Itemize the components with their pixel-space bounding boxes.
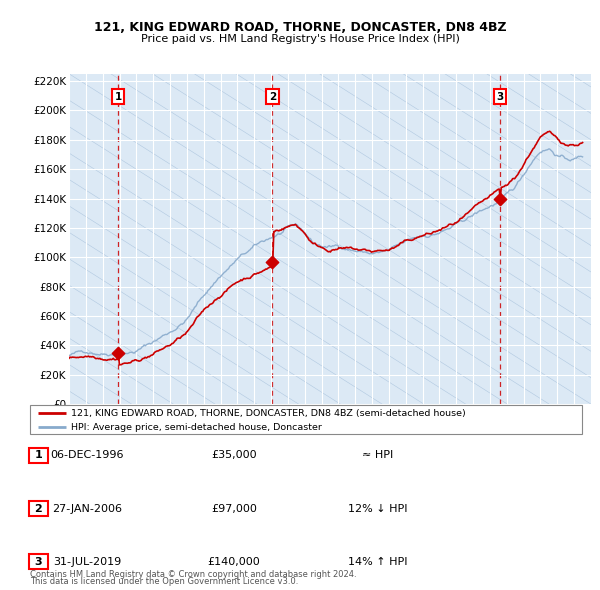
FancyBboxPatch shape xyxy=(30,405,582,434)
Text: 12% ↓ HPI: 12% ↓ HPI xyxy=(348,504,408,513)
Text: £97,000: £97,000 xyxy=(211,504,257,513)
Text: Price paid vs. HM Land Registry's House Price Index (HPI): Price paid vs. HM Land Registry's House … xyxy=(140,34,460,44)
Point xyxy=(268,257,277,267)
Text: 31-JUL-2019: 31-JUL-2019 xyxy=(53,557,121,566)
Text: 2: 2 xyxy=(269,92,276,102)
Text: ≈ HPI: ≈ HPI xyxy=(362,451,394,460)
Text: 1: 1 xyxy=(115,92,122,102)
Text: 2: 2 xyxy=(35,504,42,513)
Text: This data is licensed under the Open Government Licence v3.0.: This data is licensed under the Open Gov… xyxy=(30,578,298,586)
Point xyxy=(113,348,123,358)
Text: 06-DEC-1996: 06-DEC-1996 xyxy=(50,451,124,460)
Text: 121, KING EDWARD ROAD, THORNE, DONCASTER, DN8 4BZ (semi-detached house): 121, KING EDWARD ROAD, THORNE, DONCASTER… xyxy=(71,409,466,418)
Text: 121, KING EDWARD ROAD, THORNE, DONCASTER, DN8 4BZ: 121, KING EDWARD ROAD, THORNE, DONCASTER… xyxy=(94,21,506,34)
Text: 1: 1 xyxy=(35,451,42,460)
Text: 3: 3 xyxy=(496,92,503,102)
Text: HPI: Average price, semi-detached house, Doncaster: HPI: Average price, semi-detached house,… xyxy=(71,423,322,432)
Text: £35,000: £35,000 xyxy=(211,451,257,460)
Text: 14% ↑ HPI: 14% ↑ HPI xyxy=(348,557,408,566)
Point xyxy=(495,194,505,204)
Text: 27-JAN-2006: 27-JAN-2006 xyxy=(52,504,122,513)
Text: Contains HM Land Registry data © Crown copyright and database right 2024.: Contains HM Land Registry data © Crown c… xyxy=(30,571,356,579)
Text: £140,000: £140,000 xyxy=(208,557,260,566)
Text: 3: 3 xyxy=(35,557,42,566)
